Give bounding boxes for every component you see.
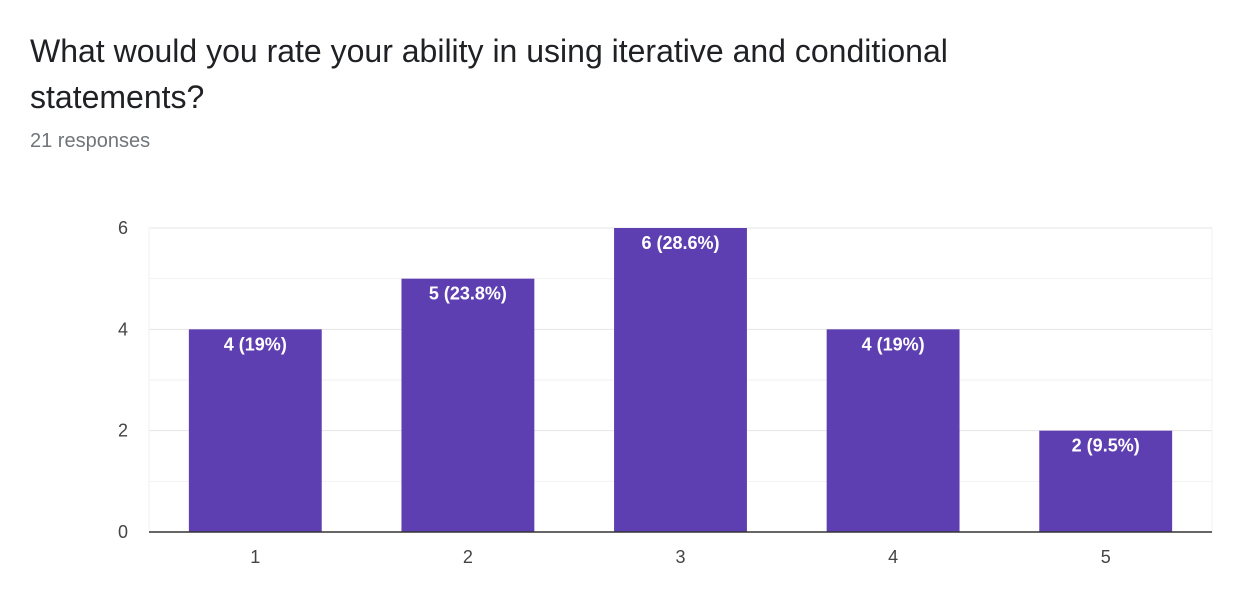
y-tick-label: 6 — [118, 218, 128, 238]
x-tick-label: 5 — [1101, 547, 1111, 567]
y-tick-label: 2 — [118, 421, 128, 441]
bar-data-label: 5 (23.8%) — [429, 284, 507, 304]
bar-5 — [1039, 430, 1173, 532]
y-tick-label: 0 — [118, 522, 128, 542]
bar-4 — [826, 329, 960, 532]
bars: 4 (19%) 5 (23.8%) 6 (28.6%) 4 (19%) 2 (9.5%) — [188, 228, 1173, 532]
x-tick-label: 4 — [888, 547, 898, 567]
question-title: What would you rate your ability in usin… — [30, 33, 948, 115]
bar-data-label: 2 (9.5%) — [1072, 436, 1140, 456]
bar-1 — [188, 329, 322, 532]
bar-3 — [614, 228, 747, 532]
bar-2 — [401, 278, 535, 532]
x-tick-label: 2 — [463, 547, 473, 567]
y-tick-label: 4 — [118, 319, 128, 339]
x-tick-label: 1 — [250, 547, 260, 567]
bar-data-label: 6 (28.6%) — [641, 233, 719, 253]
bar-data-label: 4 (19%) — [224, 334, 287, 354]
x-tick-label: 3 — [675, 547, 685, 567]
response-count: 21 responses — [30, 130, 151, 152]
bar-data-label: 4 (19%) — [862, 334, 925, 354]
axes: 0 2 4 6 1 2 3 4 5 — [118, 218, 1212, 567]
